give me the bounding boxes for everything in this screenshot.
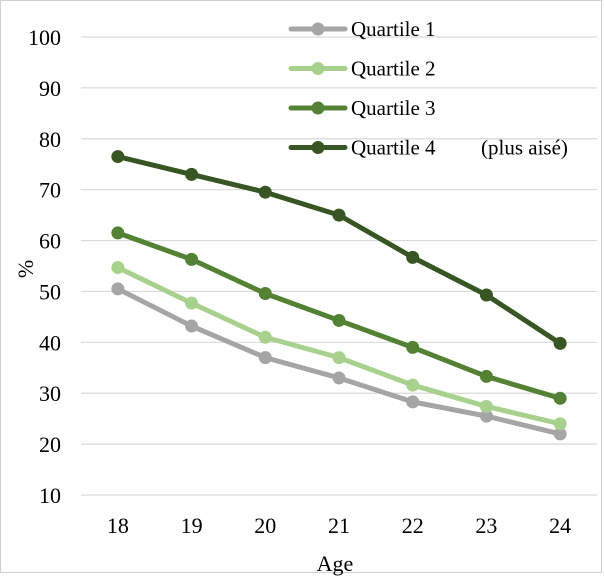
legend-swatch-marker [312,102,325,115]
x-tick-label: 24 [549,513,571,538]
data-point [480,289,493,302]
legend-note: (plus aisé) [481,136,568,160]
data-point [554,417,567,430]
data-point [185,297,198,310]
y-tick-label: 60 [39,229,61,254]
legend-item: Quartile 2 [291,57,436,81]
x-tick-label: 20 [254,513,276,538]
series-lines [111,150,566,440]
data-point [259,331,272,344]
data-point [333,371,346,384]
data-point [111,282,124,295]
data-point [185,320,198,333]
y-tick-label: 20 [39,432,61,457]
data-point [333,351,346,364]
legend-item: Quartile 3 [291,96,436,120]
y-tick-label: 30 [39,381,61,406]
data-point [480,370,493,383]
legend-label: Quartile 1 [351,17,436,41]
x-tick-label: 22 [402,513,424,538]
x-tick-label: 19 [181,513,203,538]
data-point [333,314,346,327]
data-point [111,150,124,163]
y-tick-label: 40 [39,330,61,355]
data-point [111,226,124,239]
x-tick-label: 23 [475,513,497,538]
data-point [259,287,272,300]
legend-label: Quartile 4 [351,136,436,160]
legend-swatch-marker [312,141,325,154]
legend-label: Quartile 2 [351,57,436,81]
data-point [554,337,567,350]
legend-label: Quartile 3 [351,96,436,120]
x-tick-label: 18 [107,513,129,538]
y-tick-label: 80 [39,127,61,152]
series-2 [111,261,566,430]
y-axis-title: % [13,260,38,278]
data-point [259,186,272,199]
y-tick-label: 70 [39,178,61,203]
data-point [185,253,198,266]
x-tick-label: 21 [328,513,350,538]
data-point [406,251,419,264]
x-axis-ticks: 18 19 20 21 22 23 24 [107,513,571,538]
y-tick-label: 10 [39,483,61,508]
y-tick-label: 90 [39,76,61,101]
y-tick-label: 50 [39,279,61,304]
data-point [480,400,493,413]
data-point [406,395,419,408]
data-point [111,261,124,274]
data-point [406,379,419,392]
x-axis-title: Age [317,551,354,576]
data-point [406,341,419,354]
data-point [333,209,346,222]
data-point [259,351,272,364]
legend-swatch-marker [312,62,325,75]
legend-swatch-marker [312,23,325,36]
data-point [554,392,567,405]
data-point [185,168,198,181]
y-tick-label: 100 [28,25,61,50]
